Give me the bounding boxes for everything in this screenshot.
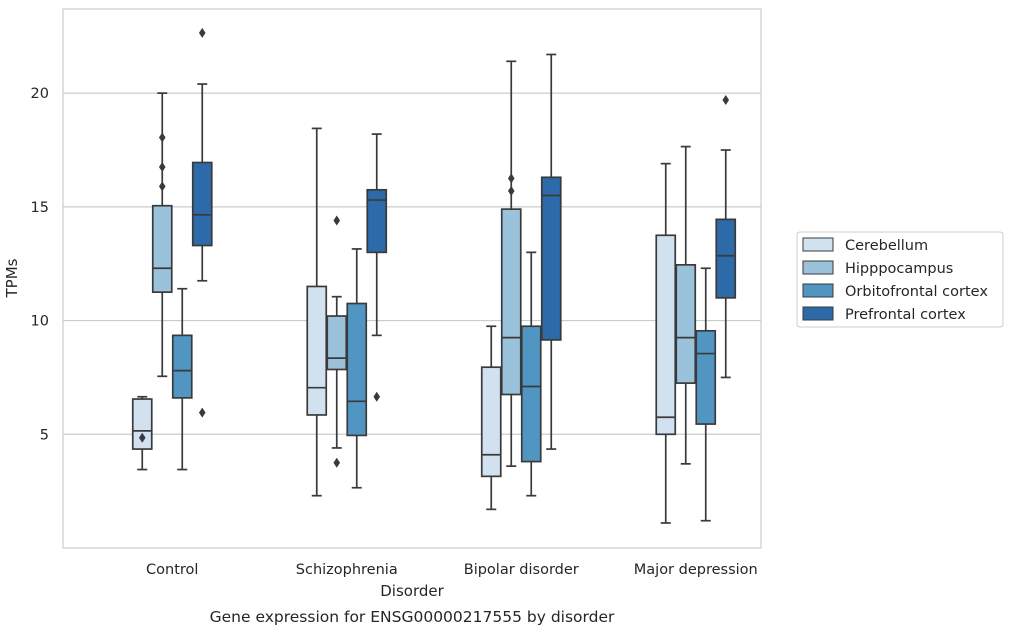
y-tick-label: 15 bbox=[31, 200, 49, 216]
box-cerebellum bbox=[655, 162, 677, 524]
y-tick-labels: 5 10 15 20 bbox=[31, 86, 49, 443]
box-orbitofrontal-cortex bbox=[695, 267, 717, 522]
box-prefrontal-cortex bbox=[715, 94, 737, 379]
chart-caption: Gene expression for ENSG00000217555 by d… bbox=[210, 608, 615, 626]
box-prefrontal-cortex bbox=[540, 53, 562, 450]
iqr-box bbox=[480, 366, 502, 478]
iqr-box bbox=[326, 315, 348, 371]
x-tick-label: Control bbox=[146, 562, 198, 578]
x-tick-label: Major depression bbox=[634, 562, 758, 578]
legend: Cerebellum Hipppocampus Orbitofrontal cort… bbox=[796, 231, 1004, 328]
box-hipppocampus bbox=[675, 145, 697, 465]
box-cerebellum bbox=[306, 127, 328, 497]
iqr-box bbox=[695, 329, 717, 425]
outlier-point bbox=[333, 215, 341, 226]
x-tick-labels: Control Schizophrenia Bipolar disorder Majo… bbox=[146, 562, 758, 578]
legend-label: Hipppocampus bbox=[845, 261, 953, 277]
iqr-box bbox=[675, 264, 697, 384]
box-cerebellum bbox=[131, 395, 153, 471]
outlier-point bbox=[158, 162, 166, 173]
x-axis-label: Disorder bbox=[380, 582, 444, 600]
x-tick-label: Schizophrenia bbox=[296, 562, 398, 578]
legend-swatch bbox=[802, 260, 834, 275]
box-hipppocampus bbox=[151, 92, 173, 378]
iqr-box bbox=[655, 234, 677, 436]
outlier-point bbox=[507, 173, 515, 184]
legend-label: Orbitofrontal cortex bbox=[845, 284, 988, 300]
outlier-point bbox=[158, 132, 166, 143]
legend-label: Cerebellum bbox=[845, 238, 928, 254]
iqr-box bbox=[191, 161, 213, 247]
legend-swatch bbox=[802, 237, 834, 252]
legend-frame bbox=[796, 231, 1004, 328]
outlier-point bbox=[158, 181, 166, 192]
y-tick-label: 10 bbox=[31, 314, 49, 330]
iqr-box bbox=[540, 176, 562, 341]
y-axis-label: TPMs bbox=[3, 258, 21, 298]
outlier-point bbox=[507, 185, 515, 196]
y-tick-label: 20 bbox=[31, 86, 49, 102]
box-prefrontal-cortex bbox=[191, 27, 213, 418]
iqr-box bbox=[131, 398, 153, 450]
x-tick-label: Bipolar disorder bbox=[464, 562, 579, 578]
box-orbitofrontal-cortex bbox=[171, 287, 193, 471]
legend-swatch bbox=[802, 283, 834, 298]
iqr-box bbox=[366, 188, 388, 254]
box-orbitofrontal-cortex bbox=[520, 251, 542, 497]
iqr-box bbox=[715, 218, 737, 299]
iqr-box bbox=[171, 334, 193, 399]
box-hipppocampus bbox=[326, 215, 348, 468]
iqr-box bbox=[306, 285, 328, 416]
legend-label: Prefrontal cortex bbox=[845, 307, 966, 323]
iqr-box bbox=[346, 302, 368, 437]
outlier-point bbox=[198, 407, 206, 418]
outlier-point bbox=[138, 432, 146, 443]
box-series bbox=[131, 27, 737, 524]
plot-frame bbox=[62, 8, 762, 549]
iqr-box bbox=[151, 204, 173, 293]
box-orbitofrontal-cortex bbox=[346, 248, 368, 489]
legend-swatch bbox=[802, 306, 834, 321]
iqr-box bbox=[500, 208, 522, 396]
gridlines bbox=[63, 92, 761, 435]
box-hipppocampus bbox=[500, 60, 522, 467]
outlier-point bbox=[198, 27, 206, 38]
outlier-point bbox=[373, 391, 381, 402]
outlier-point bbox=[333, 457, 341, 468]
box-cerebellum bbox=[480, 325, 502, 511]
y-tick-label: 5 bbox=[40, 427, 49, 443]
box-prefrontal-cortex bbox=[366, 133, 388, 402]
outlier-point bbox=[722, 94, 730, 105]
iqr-box bbox=[520, 325, 542, 463]
